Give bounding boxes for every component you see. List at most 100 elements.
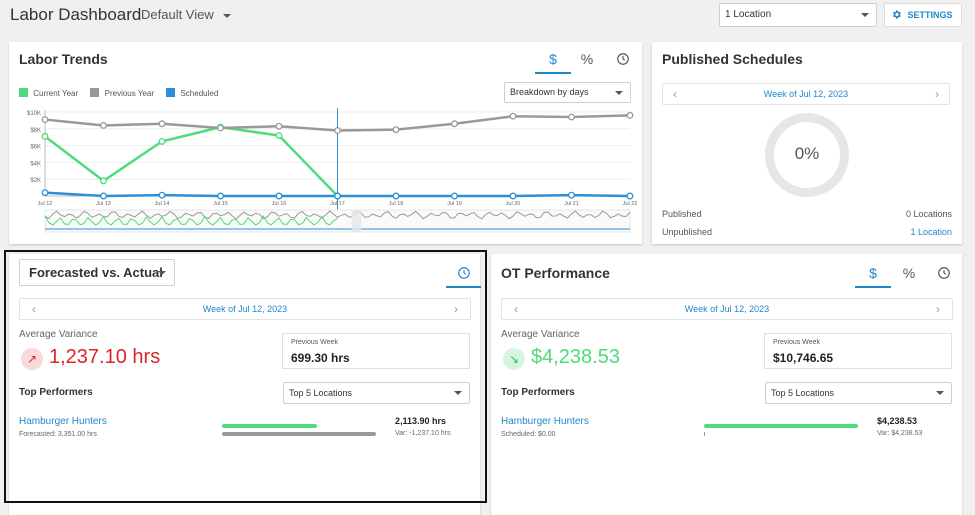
top-performers-select[interactable]: Top 5 Locations [283,382,470,404]
labor-trends-title: Labor Trends [19,51,108,67]
location-select-label: 1 Location [725,9,772,20]
location-select[interactable]: 1 Location [719,3,877,27]
previous-week-box: Previous Week $10,746.65 [764,333,952,369]
chevron-down-icon [454,391,462,395]
top-performers-select[interactable]: Top 5 Locations [765,382,952,404]
top-performers-label: Top Performers [501,387,575,398]
labor-trends-card: Labor Trends $ % Current Year Previous Y… [9,42,642,244]
week-label: Week of Jul 12, 2023 [763,89,849,99]
tab-dollar[interactable]: $ [855,264,891,288]
chevron-down-icon [615,90,623,95]
y-tick-label: $2K [30,178,41,184]
chevron-down-icon [158,271,166,275]
data-point [392,192,400,200]
data-point [509,192,517,200]
clock-icon [938,267,950,279]
y-tick-label: $6K [30,145,41,151]
x-tick-label: Jul 13 [96,201,111,207]
data-point [275,122,283,130]
week-navigator: ‹ Week of Jul 12, 2023 › [662,83,950,105]
performer-bar-forecast [222,432,376,436]
previous-week-box: Previous Week 699.30 hrs [282,333,470,369]
y-tick-label: $10K [27,111,41,117]
performer-sub: Forecasted: 3,351.00 hrs [19,431,97,438]
page-title: Labor Dashboard [10,5,142,24]
tab-percent[interactable]: % [902,265,916,281]
data-point [626,192,634,200]
data-point [41,132,49,140]
chevron-right-icon[interactable]: › [936,302,940,316]
performer-variance: Var: $4,238.53 [877,430,923,437]
data-point [158,120,166,128]
legend-current-swatch [19,88,28,97]
previous-week-value: $10,746.65 [773,351,834,365]
data-point [275,192,283,200]
data-point [392,126,400,134]
week-label: Week of Jul 12, 2023 [684,304,770,314]
tab-time[interactable] [446,262,481,288]
trend-up-badge: ↗ [21,348,43,370]
top-performers-select-label: Top 5 Locations [289,388,353,398]
data-point [100,177,107,185]
tab-time[interactable] [611,50,635,74]
view-select-label: Default View [141,7,214,22]
chevron-right-icon[interactable]: › [935,87,939,101]
legend-current-label: Current Year [33,89,79,98]
performer-name-link[interactable]: Hamburger Hunters [19,416,107,427]
x-tick-label: Jul 22 [623,201,638,207]
data-point [100,121,107,129]
series-line [44,125,339,197]
publish-donut [765,113,849,197]
unpublished-value[interactable]: 1 Location [910,227,952,237]
chevron-left-icon[interactable]: ‹ [673,87,677,101]
forecasted-select[interactable]: Forecasted vs. Actual [19,259,175,286]
clock-icon [617,53,629,65]
legend-previous-label: Previous Year [104,89,154,98]
data-point [275,132,283,139]
performer-sub: Scheduled: $0.00 [501,431,556,438]
legend-previous-swatch [90,88,100,97]
forecasted-title: Forecasted vs. Actual [29,265,163,280]
published-schedules-card: Published Schedules ‹ Week of Jul 12, 20… [652,42,962,244]
data-point [509,112,517,120]
performer-value: $4,238.53 [877,416,918,426]
top-performers-label: Top Performers [19,387,93,398]
settings-button[interactable]: SETTINGS [884,3,962,27]
x-tick-label: Jul 15 [213,201,228,207]
chevron-down-icon [223,13,232,18]
performer-variance: Var: -1,237.10 hrs [395,430,451,437]
breakdown-select[interactable]: Breakdown by days [504,82,631,103]
chevron-down-icon [936,391,944,395]
tab-time[interactable] [932,264,956,288]
x-tick-label: Jul 21 [564,201,579,207]
data-point [41,116,49,124]
labor-trends-chart: $10K $8K $6K $4K $2K Jul 12 Jul 13 Jul 14 Jul 15… [27,108,638,233]
navigator-handle [351,210,362,232]
view-select[interactable]: Default View [141,7,232,22]
published-label: Published [662,209,702,219]
x-tick-label: Jul 18 [389,201,404,207]
chevron-left-icon[interactable]: ‹ [32,302,36,316]
week-navigator: ‹ Week of Jul 12, 2023 › [19,298,471,320]
performer-bar-track-2 [704,432,858,436]
legend: Current Year Previous Year Scheduled [19,88,218,98]
top-performers-select-label: Top 5 Locations [771,388,835,398]
data-point [100,192,107,200]
performer-name-link[interactable]: Hamburger Hunters [501,416,589,427]
avg-variance-value: 1,237.10 hrs [49,346,161,368]
data-point [217,124,224,132]
data-point [568,191,575,199]
chevron-left-icon[interactable]: ‹ [514,302,518,316]
tab-dollar[interactable]: $ [535,50,571,74]
tab-percent[interactable]: % [580,51,594,67]
data-point [568,113,575,121]
ot-performance-card: OT Performance $ % ‹ Week of Jul 12, 202… [491,254,962,515]
x-tick-label: Jul 20 [506,201,521,207]
performer-bar-track-2 [222,432,376,436]
week-label: Week of Jul 12, 2023 [202,304,288,314]
chevron-right-icon[interactable]: › [454,302,458,316]
gear-icon [893,10,901,19]
data-point [451,120,458,128]
highlight-frame [4,250,487,503]
data-point [334,192,341,200]
